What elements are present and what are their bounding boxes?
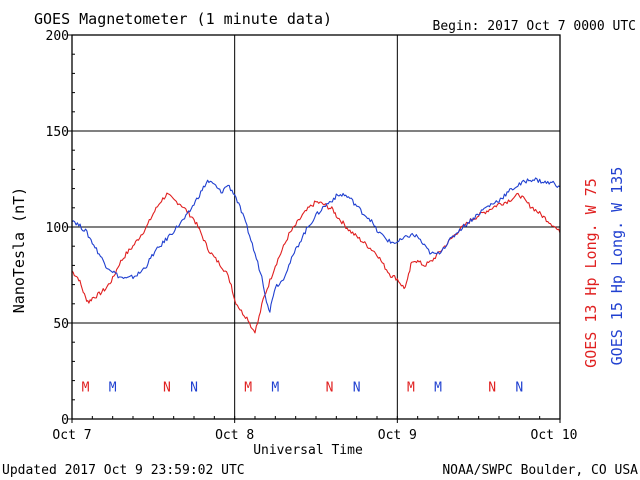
marker-n-7: N: [353, 380, 361, 395]
marker-m-4: M: [244, 380, 252, 395]
legend-goes13: GOES 13 Hp Long. W 75: [582, 178, 600, 368]
plot-frame: [71, 34, 561, 420]
tick-label-y-150: 150: [46, 125, 69, 140]
y-axis-label: NanoTesla (nT): [10, 187, 28, 313]
tick-label-y-100: 100: [46, 221, 69, 236]
marker-n-6: N: [326, 380, 334, 395]
tick-label-x-0: Oct 7: [52, 428, 91, 443]
marker-m-5: M: [271, 380, 279, 395]
series-line-goes13: [71, 192, 561, 334]
marker-m-9: M: [434, 380, 442, 395]
chart-title: GOES Magnetometer (1 minute data): [34, 10, 332, 28]
y-axis-ticks: 0 50 100 150 200: [46, 29, 75, 428]
grid: [72, 35, 560, 419]
marker-n-11: N: [515, 380, 523, 395]
x-axis-ticks: Oct 7 Oct 8 Oct 9 Oct 10: [52, 416, 577, 443]
legend-goes15: GOES 15 Hp Long. W 135: [608, 167, 626, 366]
marker-m-8: M: [407, 380, 415, 395]
begin-label: Begin: 2017 Oct 7 0000 UTC: [433, 19, 637, 34]
series-layer: [71, 177, 561, 334]
marker-n-10: N: [488, 380, 496, 395]
marker-m-0: M: [82, 380, 90, 395]
series-line-goes15: [71, 177, 561, 313]
tick-label-y-200: 200: [46, 29, 69, 44]
x-axis-label: Universal Time: [253, 443, 363, 458]
credit-label: NOAA/SWPC Boulder, CO USA: [442, 463, 638, 478]
tick-label-y-0: 0: [61, 413, 69, 428]
tick-label-x-2: Oct 9: [378, 428, 417, 443]
marker-m-1: M: [109, 380, 117, 395]
tick-label-x-3: Oct 10: [531, 428, 578, 443]
tick-label-y-50: 50: [53, 317, 69, 332]
updated-label: Updated 2017 Oct 9 23:59:02 UTC: [2, 463, 245, 478]
marker-n-3: N: [190, 380, 198, 395]
marker-n-2: N: [163, 380, 171, 395]
tick-label-x-1: Oct 8: [215, 428, 254, 443]
